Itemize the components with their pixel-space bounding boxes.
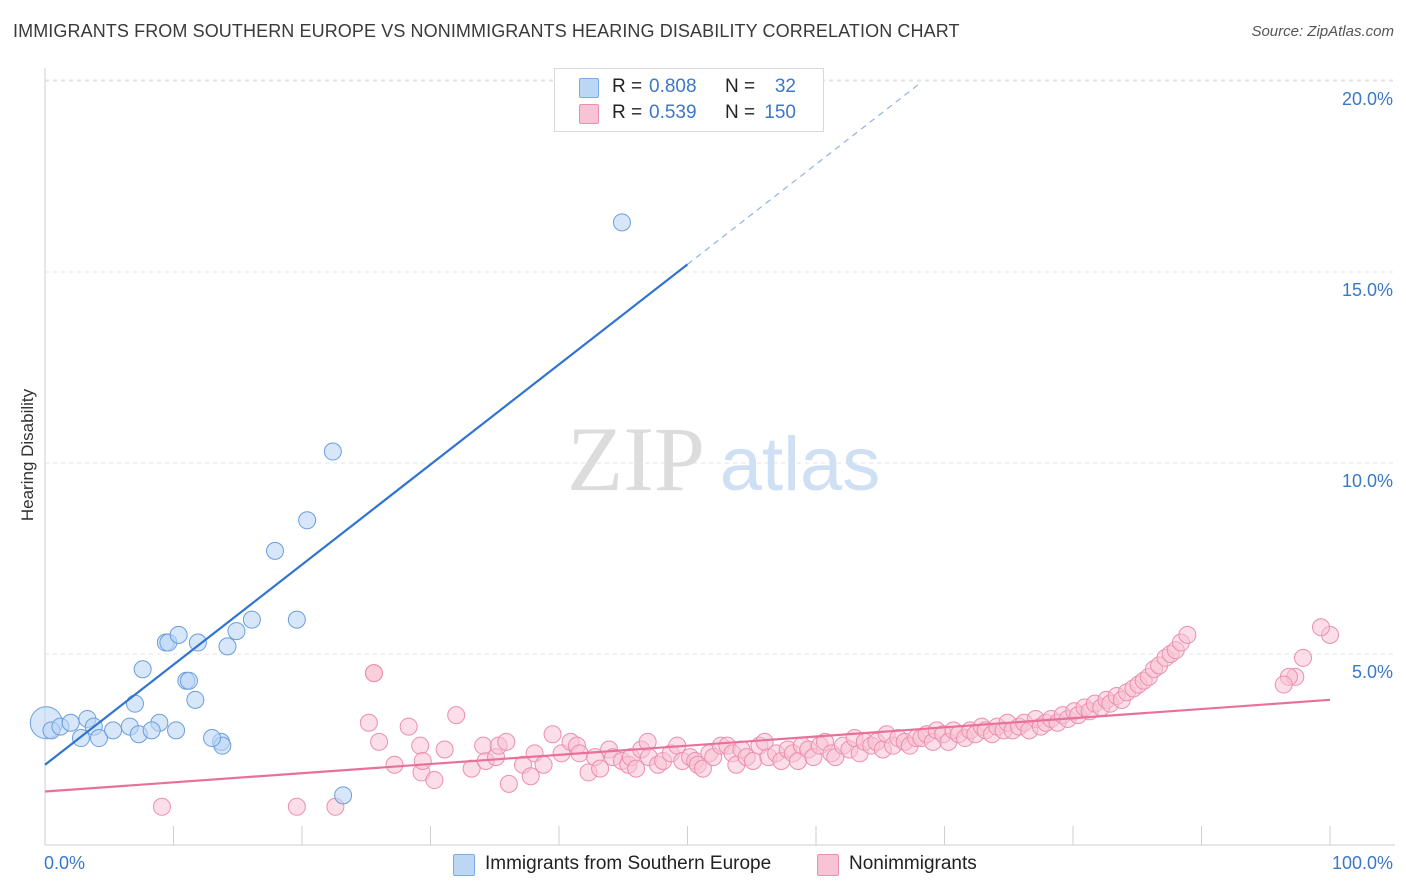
legend-r-label: R = bbox=[612, 76, 643, 97]
data-point bbox=[693, 759, 712, 778]
data-point bbox=[287, 797, 306, 816]
data-point bbox=[385, 755, 404, 774]
bottom-legend-swatch-southern-europe bbox=[453, 854, 475, 876]
data-point bbox=[425, 771, 444, 790]
legend-box: R = 0.808 N = 32 R = 0.539 N = 150 bbox=[554, 68, 824, 132]
data-point bbox=[370, 732, 389, 751]
data-point bbox=[125, 694, 144, 713]
data-point bbox=[61, 713, 80, 732]
legend-n-value: 150 bbox=[764, 102, 796, 123]
data-point bbox=[334, 786, 353, 805]
y-tick-label: 5.0% bbox=[1352, 662, 1393, 682]
bottom-legend-label-nonimmigrants: Nonimmigrants bbox=[849, 853, 977, 874]
data-point bbox=[142, 721, 161, 740]
legend-n-label: N = bbox=[725, 76, 756, 97]
data-point bbox=[186, 690, 205, 709]
data-point bbox=[242, 610, 261, 629]
legend-n-label: N = bbox=[725, 102, 756, 123]
data-point bbox=[399, 717, 418, 736]
data-point bbox=[744, 751, 763, 770]
data-point bbox=[287, 610, 306, 629]
legend-r-value: 0.808 bbox=[649, 76, 697, 97]
data-point bbox=[298, 511, 317, 530]
data-point bbox=[627, 759, 646, 778]
data-point bbox=[1312, 618, 1331, 637]
data-point bbox=[521, 767, 540, 786]
data-point bbox=[534, 755, 553, 774]
data-point bbox=[1294, 648, 1313, 667]
watermark-atlas: atlas bbox=[720, 422, 881, 507]
data-point bbox=[497, 732, 516, 751]
trend-lines bbox=[44, 83, 1331, 793]
trend-line-nonimmigrants bbox=[44, 698, 1331, 793]
data-point bbox=[435, 740, 454, 759]
data-point bbox=[543, 725, 562, 744]
bottom-legend-swatch-nonimmigrants bbox=[817, 854, 839, 876]
watermark-zip: ZIP bbox=[567, 408, 705, 510]
data-point bbox=[203, 729, 222, 748]
legend-n-value: 32 bbox=[774, 76, 796, 97]
data-point bbox=[1274, 675, 1293, 694]
nonimmigrants-points bbox=[152, 618, 1339, 816]
bottom-legend-label-southern-europe: Immigrants from Southern Europe bbox=[485, 853, 772, 874]
data-point bbox=[104, 721, 123, 740]
y-tick-label: 10.0% bbox=[1342, 471, 1393, 491]
data-point bbox=[152, 797, 171, 816]
grid-lines bbox=[45, 79, 1395, 655]
data-point bbox=[359, 713, 378, 732]
data-point bbox=[218, 637, 237, 656]
trend-line-southern-europe-extension bbox=[687, 83, 920, 265]
trend-line-southern-europe bbox=[44, 263, 689, 766]
tick-labels: 5.0% 10.0% 15.0% 20.0% 0.0% 100.0% bbox=[44, 89, 1393, 873]
y-tick-label: 15.0% bbox=[1342, 280, 1393, 300]
legend-r-value: 0.539 bbox=[649, 102, 697, 123]
data-point bbox=[364, 664, 383, 683]
data-point bbox=[167, 721, 186, 740]
data-point bbox=[266, 541, 285, 560]
legend-swatch-southern-europe bbox=[579, 78, 599, 98]
data-point bbox=[227, 622, 246, 641]
data-point bbox=[411, 736, 430, 755]
data-point bbox=[89, 729, 108, 748]
x-tick-label: 100.0% bbox=[1332, 853, 1393, 873]
chart-title: IMMIGRANTS FROM SOUTHERN EUROPE VS NONIM… bbox=[13, 21, 960, 41]
data-point bbox=[499, 774, 518, 793]
axes bbox=[44, 68, 1395, 846]
data-point bbox=[133, 660, 152, 679]
data-point bbox=[323, 442, 342, 461]
data-point bbox=[179, 671, 198, 690]
southern-europe-points bbox=[29, 213, 631, 805]
data-point bbox=[413, 751, 432, 770]
data-point bbox=[169, 625, 188, 644]
x-tick-label: 0.0% bbox=[44, 853, 85, 873]
data-point bbox=[188, 633, 207, 652]
data-point bbox=[447, 706, 466, 725]
data-point bbox=[591, 759, 610, 778]
data-point bbox=[612, 213, 631, 232]
legend-r-label: R = bbox=[612, 102, 643, 123]
data-point bbox=[1178, 625, 1197, 644]
bottom-legend: Immigrants from Southern Europe Nonimmig… bbox=[0, 852, 1406, 878]
legend-swatch-nonimmigrants bbox=[579, 104, 599, 124]
y-tick-label: 20.0% bbox=[1342, 89, 1393, 109]
source-label: Source: ZipAtlas.com bbox=[1251, 23, 1394, 40]
